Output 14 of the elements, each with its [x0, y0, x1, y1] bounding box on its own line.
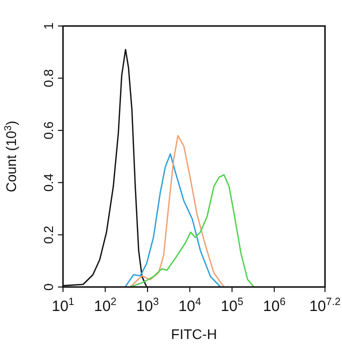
x-tick-label: 10$^{1}$ — [52, 296, 74, 315]
x-tick-label: 10$^{3}$ — [136, 296, 159, 315]
x-tick-label: 10$^{5}$ — [220, 296, 244, 315]
y-tick-label: 0.6 — [41, 121, 56, 140]
y-tick-label: 0 — [41, 283, 56, 291]
x-tick-label: 10$^{2}$ — [94, 296, 117, 315]
x-tick-label: 10$^{7.2}$ — [309, 296, 341, 315]
y-tick-label: 1 — [41, 22, 56, 30]
x-axis-title: FITC-H — [171, 326, 217, 342]
y-tick-label: 0.8 — [41, 69, 56, 88]
x-tick-label: 10$^{6}$ — [263, 296, 286, 315]
y-tick-label: 0.4 — [41, 174, 56, 192]
y-tick-label: 0.2 — [41, 226, 56, 244]
x-tick-label: 10$^{4}$ — [178, 296, 202, 315]
